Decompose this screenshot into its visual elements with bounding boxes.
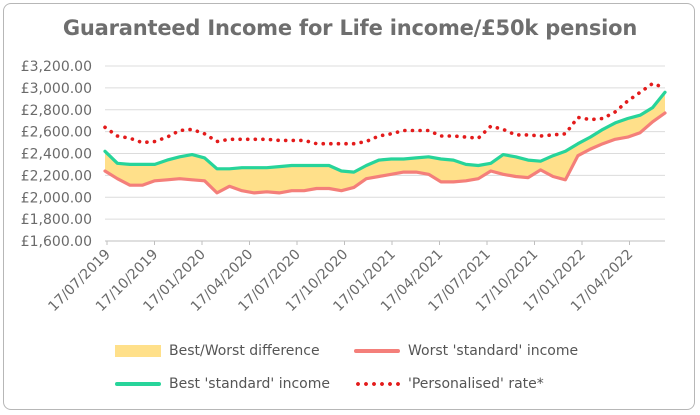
chart-title: Guaranteed Income for Life income/£50k p… bbox=[62, 16, 638, 40]
series-personalised-rate bbox=[103, 81, 667, 146]
legend-label-band: Best/Worst difference bbox=[169, 343, 320, 359]
y-tick-label: £2,200.00 bbox=[21, 168, 92, 184]
legend-item-band: Best/Worst difference bbox=[115, 343, 320, 359]
x-axis: 17/07/201917/10/201917/01/202017/04/2020… bbox=[45, 240, 665, 315]
legend-swatch-best bbox=[115, 382, 161, 386]
y-tick-label: £1,800.00 bbox=[21, 212, 92, 228]
legend-label-worst: Worst 'standard' income bbox=[408, 343, 579, 359]
chart-frame bbox=[3, 3, 695, 410]
legend-item-best: Best 'standard' income bbox=[115, 376, 330, 392]
y-tick-label: £1,600.00 bbox=[21, 234, 92, 250]
y-tick-label: £2,400.00 bbox=[21, 147, 92, 163]
plot-area bbox=[103, 81, 667, 195]
legend-label-best: Best 'standard' income bbox=[169, 376, 330, 392]
legend-swatch-worst bbox=[354, 349, 400, 353]
legend-swatch-band bbox=[115, 345, 161, 357]
y-tick-label: £3,200.00 bbox=[21, 59, 92, 75]
legend-item-worst: Worst 'standard' income bbox=[354, 343, 578, 359]
y-axis: £1,600.00 £1,800.00 £2,000.00 £2,200.00 £2,4… bbox=[21, 59, 92, 250]
y-tick-label: £3,000.00 bbox=[21, 81, 92, 97]
y-tick-label: £2,600.00 bbox=[21, 125, 92, 141]
series-best-standard-income bbox=[103, 90, 667, 174]
legend-item-personalised: 'Personalised' rate* bbox=[354, 376, 544, 392]
y-tick-label: £2,800.00 bbox=[21, 103, 92, 119]
y-tick-label: £2,000.00 bbox=[21, 190, 92, 206]
legend-swatch-personalised bbox=[354, 382, 400, 386]
legend-label-personalised: 'Personalised' rate* bbox=[408, 376, 544, 392]
series-worst-standard-income bbox=[103, 111, 667, 195]
